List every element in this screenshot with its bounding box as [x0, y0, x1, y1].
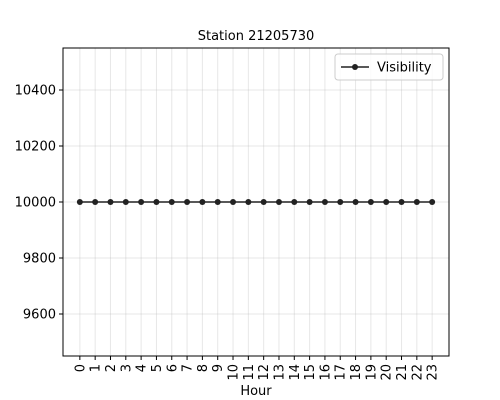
y-tick-label: 9600 — [23, 308, 56, 323]
x-tick-label: 18 — [349, 364, 364, 381]
x-tick-label: 12 — [257, 364, 272, 381]
x-tick-label: 16 — [318, 364, 333, 381]
legend-box — [334, 53, 444, 81]
x-tick-label: 10 — [227, 364, 242, 381]
x-tick-label: 6 — [165, 364, 180, 372]
data-point — [168, 199, 175, 205]
series-layer — [76, 199, 436, 205]
data-point — [184, 199, 191, 205]
y-tick-label: 10200 — [15, 140, 56, 155]
data-point — [429, 199, 436, 205]
legend: Visibility — [334, 53, 444, 81]
y-axis: 9600 9800 10000 10200 10400 — [15, 84, 63, 323]
x-tick-label: 2 — [104, 364, 119, 372]
data-point — [321, 199, 328, 205]
x-tick-label: 14 — [288, 364, 303, 381]
x-tick-label: 11 — [242, 364, 257, 381]
data-point — [214, 199, 221, 205]
x-tick-label: 9 — [211, 364, 226, 372]
x-axis: 0 1 2 3 4 5 6 7 8 9 10 11 12 13 14 15 16 17 18 19 20 21 22 23 — [73, 356, 441, 381]
data-point — [122, 199, 129, 205]
x-tick-label: 5 — [150, 364, 165, 372]
y-tick-label: 9800 — [23, 252, 56, 267]
data-point — [398, 199, 405, 205]
chart-title: Station 21205730 — [198, 29, 315, 44]
data-point — [245, 199, 252, 205]
legend-label: Visibility — [377, 61, 432, 76]
x-tick-label: 1 — [89, 364, 104, 372]
y-tick-label: 10000 — [15, 196, 56, 211]
x-tick-label: 0 — [73, 364, 88, 372]
data-point — [107, 199, 114, 205]
data-point — [76, 199, 83, 205]
x-tick-label: 3 — [119, 364, 134, 372]
x-tick-label: 8 — [196, 364, 211, 372]
data-point — [306, 199, 313, 205]
y-tick-label: 10400 — [15, 84, 56, 99]
data-point — [138, 199, 145, 205]
data-point — [383, 199, 390, 205]
x-tick-label: 22 — [410, 364, 425, 381]
x-tick-label: 19 — [364, 364, 379, 381]
x-tick-label: 21 — [395, 364, 410, 381]
data-point — [413, 199, 420, 205]
data-point — [199, 199, 206, 205]
data-point — [153, 199, 160, 205]
x-tick-label: 20 — [380, 364, 395, 381]
x-tick-label: 4 — [135, 364, 150, 372]
data-point — [275, 199, 282, 205]
data-point — [291, 199, 298, 205]
x-tick-label: 23 — [426, 364, 441, 381]
x-tick-label: 7 — [181, 364, 196, 372]
data-point — [230, 199, 237, 205]
data-point — [337, 199, 344, 205]
x-axis-label: Hour — [240, 384, 272, 399]
x-tick-label: 15 — [303, 364, 318, 381]
data-point — [367, 199, 374, 205]
x-tick-label: 17 — [334, 364, 349, 381]
data-point — [352, 199, 359, 205]
x-tick-label: 13 — [272, 364, 287, 381]
data-point — [92, 199, 99, 205]
legend-marker — [352, 64, 358, 70]
data-point — [260, 199, 267, 205]
